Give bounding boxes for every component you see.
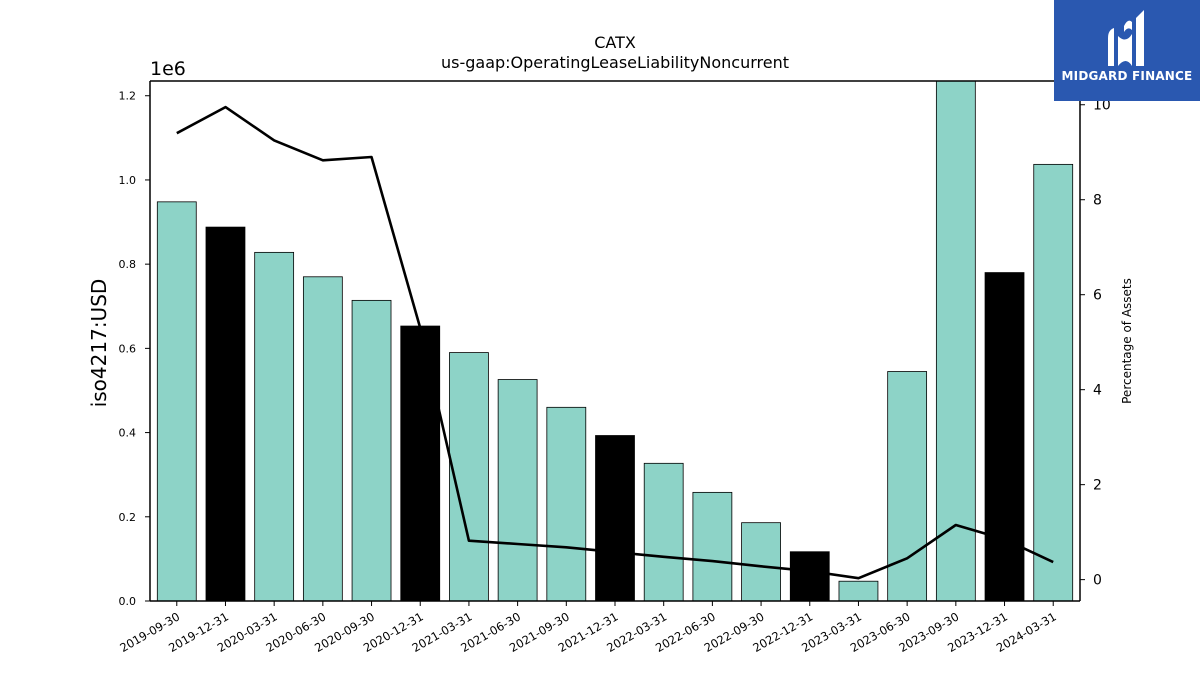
bar-2021-03-31 [449, 352, 489, 602]
bar-2023-12-31 [984, 272, 1025, 602]
y2-axis-label: Percentage of Assets [1120, 278, 1134, 404]
logo-text: MIDGARD FINANCE [1061, 69, 1193, 83]
bar-2023-09-30 [935, 80, 976, 602]
percentage-line [176, 105, 1054, 580]
bar-2022-03-31 [643, 462, 684, 602]
y2-tick-label: 10 [1093, 98, 1111, 114]
bar-2022-12-31 [789, 551, 830, 602]
y-axis-label: iso4217:USD [87, 279, 111, 408]
bar-2021-09-30 [546, 406, 587, 602]
chart-subtitle: us-gaap:OperatingLeaseLiabilityNoncurren… [441, 53, 789, 72]
y2-tick-label: 0 [1093, 573, 1102, 589]
y-tick-label: 0.2 [119, 511, 137, 524]
bar-2019-12-31 [205, 226, 246, 602]
y2-tick-label: 4 [1093, 383, 1102, 399]
bar-2019-09-30 [156, 201, 197, 602]
bar-2020-12-31 [400, 325, 441, 602]
bar-2023-03-31 [838, 580, 879, 602]
bar-group [156, 80, 1074, 602]
logo-mark-icon [1108, 10, 1144, 66]
bar-2022-09-30 [741, 522, 781, 602]
bar-2022-06-30 [692, 491, 733, 602]
y2-tick-label: 6 [1093, 288, 1102, 304]
y-tick-label: 0.4 [119, 427, 137, 440]
bar-2020-09-30 [351, 299, 392, 602]
y2-tick-label: 2 [1093, 478, 1102, 494]
bar-2021-12-31 [595, 435, 635, 602]
y-tick-label: 1.0 [119, 174, 137, 187]
y-tick-label: 0.6 [119, 342, 137, 355]
line-group [176, 105, 1054, 580]
bar-2023-06-30 [887, 371, 928, 602]
y-offset-label: 1e6 [150, 58, 186, 80]
y-tick-label: 1.2 [119, 90, 137, 103]
chart-title: CATX [594, 33, 636, 52]
bar-2024-03-31 [1033, 163, 1074, 602]
bar-2020-03-31 [254, 251, 295, 602]
y-tick-label: 0.0 [119, 595, 137, 608]
brand-logo: MIDGARD FINANCE [1054, 0, 1200, 101]
y-tick-label: 0.8 [119, 258, 137, 271]
bar-2021-06-30 [497, 379, 538, 602]
bar-2020-06-30 [302, 276, 343, 602]
y2-tick-label: 8 [1093, 193, 1102, 209]
